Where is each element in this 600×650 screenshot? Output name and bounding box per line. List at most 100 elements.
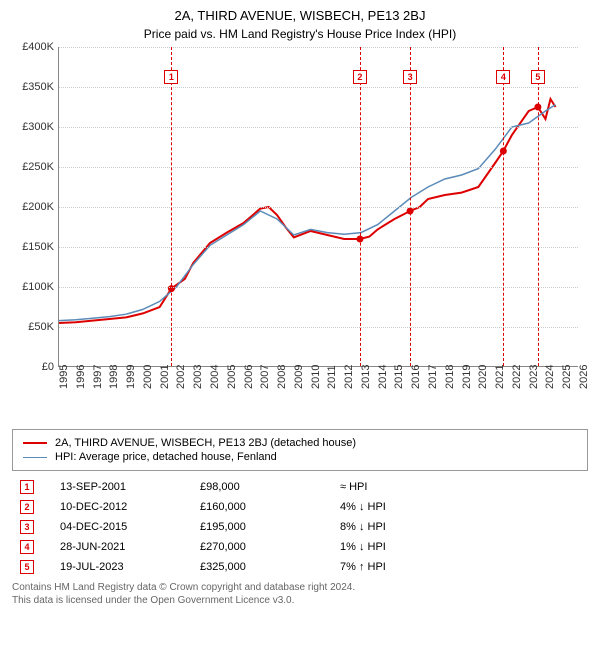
table-row: 4 28-JUN-2021£270,0001% ↓ HPI <box>12 537 588 557</box>
x-tick-label: 2008 <box>276 365 288 389</box>
legend-label: 2A, THIRD AVENUE, WISBECH, PE13 2BJ (det… <box>55 437 356 449</box>
y-tick-label: £350K <box>22 81 54 93</box>
x-tick-label: 2014 <box>377 365 389 389</box>
x-tick-label: 2003 <box>192 365 204 389</box>
x-tick-label: 2010 <box>310 365 322 389</box>
sale-date: 13-SEP-2001 <box>52 477 192 497</box>
y-tick-label: £250K <box>22 161 54 173</box>
x-tick-label: 2022 <box>511 365 523 389</box>
sale-number-badge: 1 <box>20 480 34 494</box>
x-tick-label: 1999 <box>125 365 137 389</box>
sale-marker-badge: 2 <box>353 70 367 84</box>
x-tick-label: 2012 <box>343 365 355 389</box>
y-tick-label: £200K <box>22 201 54 213</box>
y-tick-label: £0 <box>42 361 54 373</box>
legend: 2A, THIRD AVENUE, WISBECH, PE13 2BJ (det… <box>12 429 588 471</box>
gridline <box>59 207 578 208</box>
chart-area: £0£50K£100K£150K£200K£250K£300K£350K£400… <box>10 47 590 397</box>
sale-date: 04-DEC-2015 <box>52 517 192 537</box>
gridline <box>59 247 578 248</box>
footer-line-1: Contains HM Land Registry data © Crown c… <box>12 581 588 594</box>
sale-marker-line <box>410 47 411 366</box>
sale-price: £195,000 <box>192 517 332 537</box>
sale-price: £325,000 <box>192 557 332 577</box>
x-tick-label: 2001 <box>159 365 171 389</box>
x-tick-label: 2004 <box>209 365 221 389</box>
gridline <box>59 47 578 48</box>
sale-marker-badge: 4 <box>496 70 510 84</box>
sale-diff: ≈ HPI <box>332 477 588 497</box>
legend-label: HPI: Average price, detached house, Fenl… <box>55 451 277 463</box>
x-tick-label: 2023 <box>528 365 540 389</box>
legend-item: HPI: Average price, detached house, Fenl… <box>23 450 577 464</box>
gridline <box>59 287 578 288</box>
sale-price: £98,000 <box>192 477 332 497</box>
chart-subtitle: Price paid vs. HM Land Registry's House … <box>0 23 600 47</box>
sale-date: 19-JUL-2023 <box>52 557 192 577</box>
sale-diff: 1% ↓ HPI <box>332 537 588 557</box>
x-tick-label: 2011 <box>326 365 338 389</box>
sale-marker-badge: 1 <box>164 70 178 84</box>
sale-marker-line <box>503 47 504 366</box>
x-tick-label: 1998 <box>108 365 120 389</box>
x-tick-label: 2013 <box>360 365 372 389</box>
series-line-price_paid <box>59 99 556 323</box>
x-tick-label: 2019 <box>461 365 473 389</box>
legend-item: 2A, THIRD AVENUE, WISBECH, PE13 2BJ (det… <box>23 436 577 450</box>
table-row: 5 19-JUL-2023£325,0007% ↑ HPI <box>12 557 588 577</box>
sale-number-badge: 2 <box>20 500 34 514</box>
x-tick-label: 2007 <box>259 365 271 389</box>
y-tick-label: £100K <box>22 281 54 293</box>
x-tick-label: 2016 <box>410 365 422 389</box>
x-tick-label: 2025 <box>561 365 573 389</box>
footer-text: Contains HM Land Registry data © Crown c… <box>12 581 588 607</box>
x-tick-label: 1997 <box>92 365 104 389</box>
sale-date: 10-DEC-2012 <box>52 497 192 517</box>
footer-line-2: This data is licensed under the Open Gov… <box>12 594 588 607</box>
x-tick-label: 2026 <box>578 365 590 389</box>
x-tick-label: 2015 <box>393 365 405 389</box>
x-tick-label: 2024 <box>544 365 556 389</box>
table-row: 1 13-SEP-2001£98,000≈ HPI <box>12 477 588 497</box>
sale-number-badge: 3 <box>20 520 34 534</box>
sale-price: £270,000 <box>192 537 332 557</box>
x-tick-label: 2000 <box>142 365 154 389</box>
y-axis: £0£50K£100K£150K£200K£250K£300K£350K£400… <box>10 47 58 367</box>
table-row: 210-DEC-2012£160,0004% ↓ HPI <box>12 497 588 517</box>
gridline <box>59 167 578 168</box>
legend-swatch <box>23 442 47 444</box>
legend-swatch <box>23 457 47 458</box>
sale-number-badge: 5 <box>20 560 34 574</box>
sales-table: 113-SEP-2001£98,000≈ HPI210-DEC-2012£160… <box>12 477 588 577</box>
x-tick-label: 2005 <box>226 365 238 389</box>
gridline <box>59 127 578 128</box>
x-tick-label: 1995 <box>58 365 70 389</box>
sale-diff: 8% ↓ HPI <box>332 517 588 537</box>
chart-title: 2A, THIRD AVENUE, WISBECH, PE13 2BJ <box>0 0 600 23</box>
y-tick-label: £400K <box>22 41 54 53</box>
x-tick-label: 2017 <box>427 365 439 389</box>
y-tick-label: £300K <box>22 121 54 133</box>
sale-marker-line <box>171 47 172 366</box>
x-tick-label: 2006 <box>243 365 255 389</box>
x-tick-label: 2020 <box>477 365 489 389</box>
sale-marker-line <box>538 47 539 366</box>
sale-diff: 7% ↑ HPI <box>332 557 588 577</box>
y-tick-label: £150K <box>22 241 54 253</box>
plot-area: 1 2 3 4 5 <box>58 47 578 367</box>
sale-number-badge: 4 <box>20 540 34 554</box>
sale-marker-badge: 5 <box>531 70 545 84</box>
series-line-hpi <box>59 105 556 321</box>
x-tick-label: 2021 <box>494 365 506 389</box>
sale-date: 28-JUN-2021 <box>52 537 192 557</box>
y-tick-label: £50K <box>28 321 54 333</box>
x-tick-label: 2009 <box>293 365 305 389</box>
x-tick-label: 1996 <box>75 365 87 389</box>
sale-marker-line <box>360 47 361 366</box>
gridline <box>59 327 578 328</box>
x-axis: 1995199619971998199920002001200220032004… <box>58 367 578 397</box>
chart-container: 2A, THIRD AVENUE, WISBECH, PE13 2BJ Pric… <box>0 0 600 650</box>
x-tick-label: 2018 <box>444 365 456 389</box>
table-row: 3 04-DEC-2015£195,0008% ↓ HPI <box>12 517 588 537</box>
sale-marker-badge: 3 <box>403 70 417 84</box>
